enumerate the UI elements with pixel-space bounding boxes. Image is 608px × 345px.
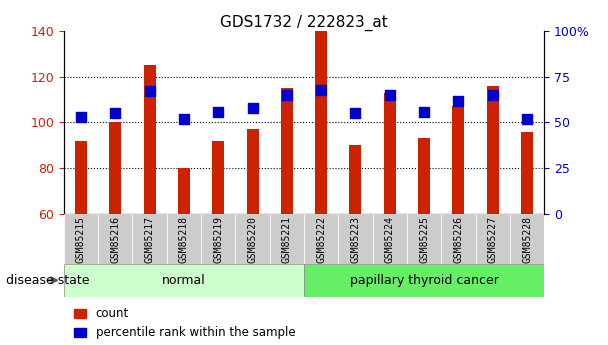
Text: GSM85224: GSM85224 (385, 216, 395, 263)
Bar (486, 86, 499, 214)
Bar (384, 93, 396, 214)
Point (282, 92, 292, 98)
Bar (441, 214, 475, 264)
Point (454, 98, 463, 103)
Point (76, 114, 86, 120)
Bar (64, 214, 98, 264)
Bar (452, 107, 465, 214)
Text: GSM85225: GSM85225 (419, 216, 429, 263)
Text: GSM85219: GSM85219 (213, 216, 223, 263)
Point (419, 109, 429, 114)
Point (247, 105, 257, 111)
Bar (510, 214, 544, 264)
Bar (304, 214, 338, 264)
Text: GSM85216: GSM85216 (110, 216, 120, 263)
Bar (212, 141, 224, 214)
Text: GSM85226: GSM85226 (454, 216, 463, 263)
Point (111, 110, 120, 116)
Bar (235, 214, 270, 264)
Bar (133, 214, 167, 264)
Bar (64, 264, 304, 297)
Text: disease state: disease state (6, 274, 89, 287)
Text: GSM85222: GSM85222 (316, 216, 326, 263)
Text: GSM85227: GSM85227 (488, 216, 498, 263)
Bar (246, 129, 258, 214)
Bar (75, 141, 87, 214)
Bar (418, 138, 430, 214)
Bar (373, 214, 407, 264)
Point (488, 92, 497, 98)
Text: normal: normal (162, 274, 206, 287)
Bar (143, 65, 156, 214)
Bar (315, 31, 327, 214)
Bar (178, 168, 190, 214)
Text: GSM85217: GSM85217 (145, 216, 154, 263)
Title: GDS1732 / 222823_at: GDS1732 / 222823_at (220, 15, 388, 31)
Bar (167, 214, 201, 264)
Point (351, 110, 361, 116)
Text: GSM85221: GSM85221 (282, 216, 292, 263)
Bar (475, 214, 510, 264)
Text: GSM85223: GSM85223 (350, 216, 361, 263)
Point (179, 116, 188, 121)
Text: GSM85228: GSM85228 (522, 216, 532, 263)
Bar (109, 122, 122, 214)
Point (522, 116, 532, 121)
Point (145, 89, 154, 94)
Bar (201, 214, 235, 264)
Legend: count, percentile rank within the sample: count, percentile rank within the sample (70, 303, 300, 344)
Point (213, 109, 223, 114)
Bar (304, 264, 544, 297)
Text: GSM85215: GSM85215 (76, 216, 86, 263)
Text: GSM85220: GSM85220 (247, 216, 258, 263)
Bar (98, 214, 133, 264)
Bar (521, 132, 533, 214)
Bar (338, 214, 373, 264)
Text: GSM85218: GSM85218 (179, 216, 189, 263)
Text: papillary thyroid cancer: papillary thyroid cancer (350, 274, 499, 287)
Bar (270, 214, 304, 264)
Bar (281, 88, 293, 214)
Point (316, 87, 326, 92)
Bar (407, 214, 441, 264)
Point (385, 92, 395, 98)
Bar (350, 145, 362, 214)
